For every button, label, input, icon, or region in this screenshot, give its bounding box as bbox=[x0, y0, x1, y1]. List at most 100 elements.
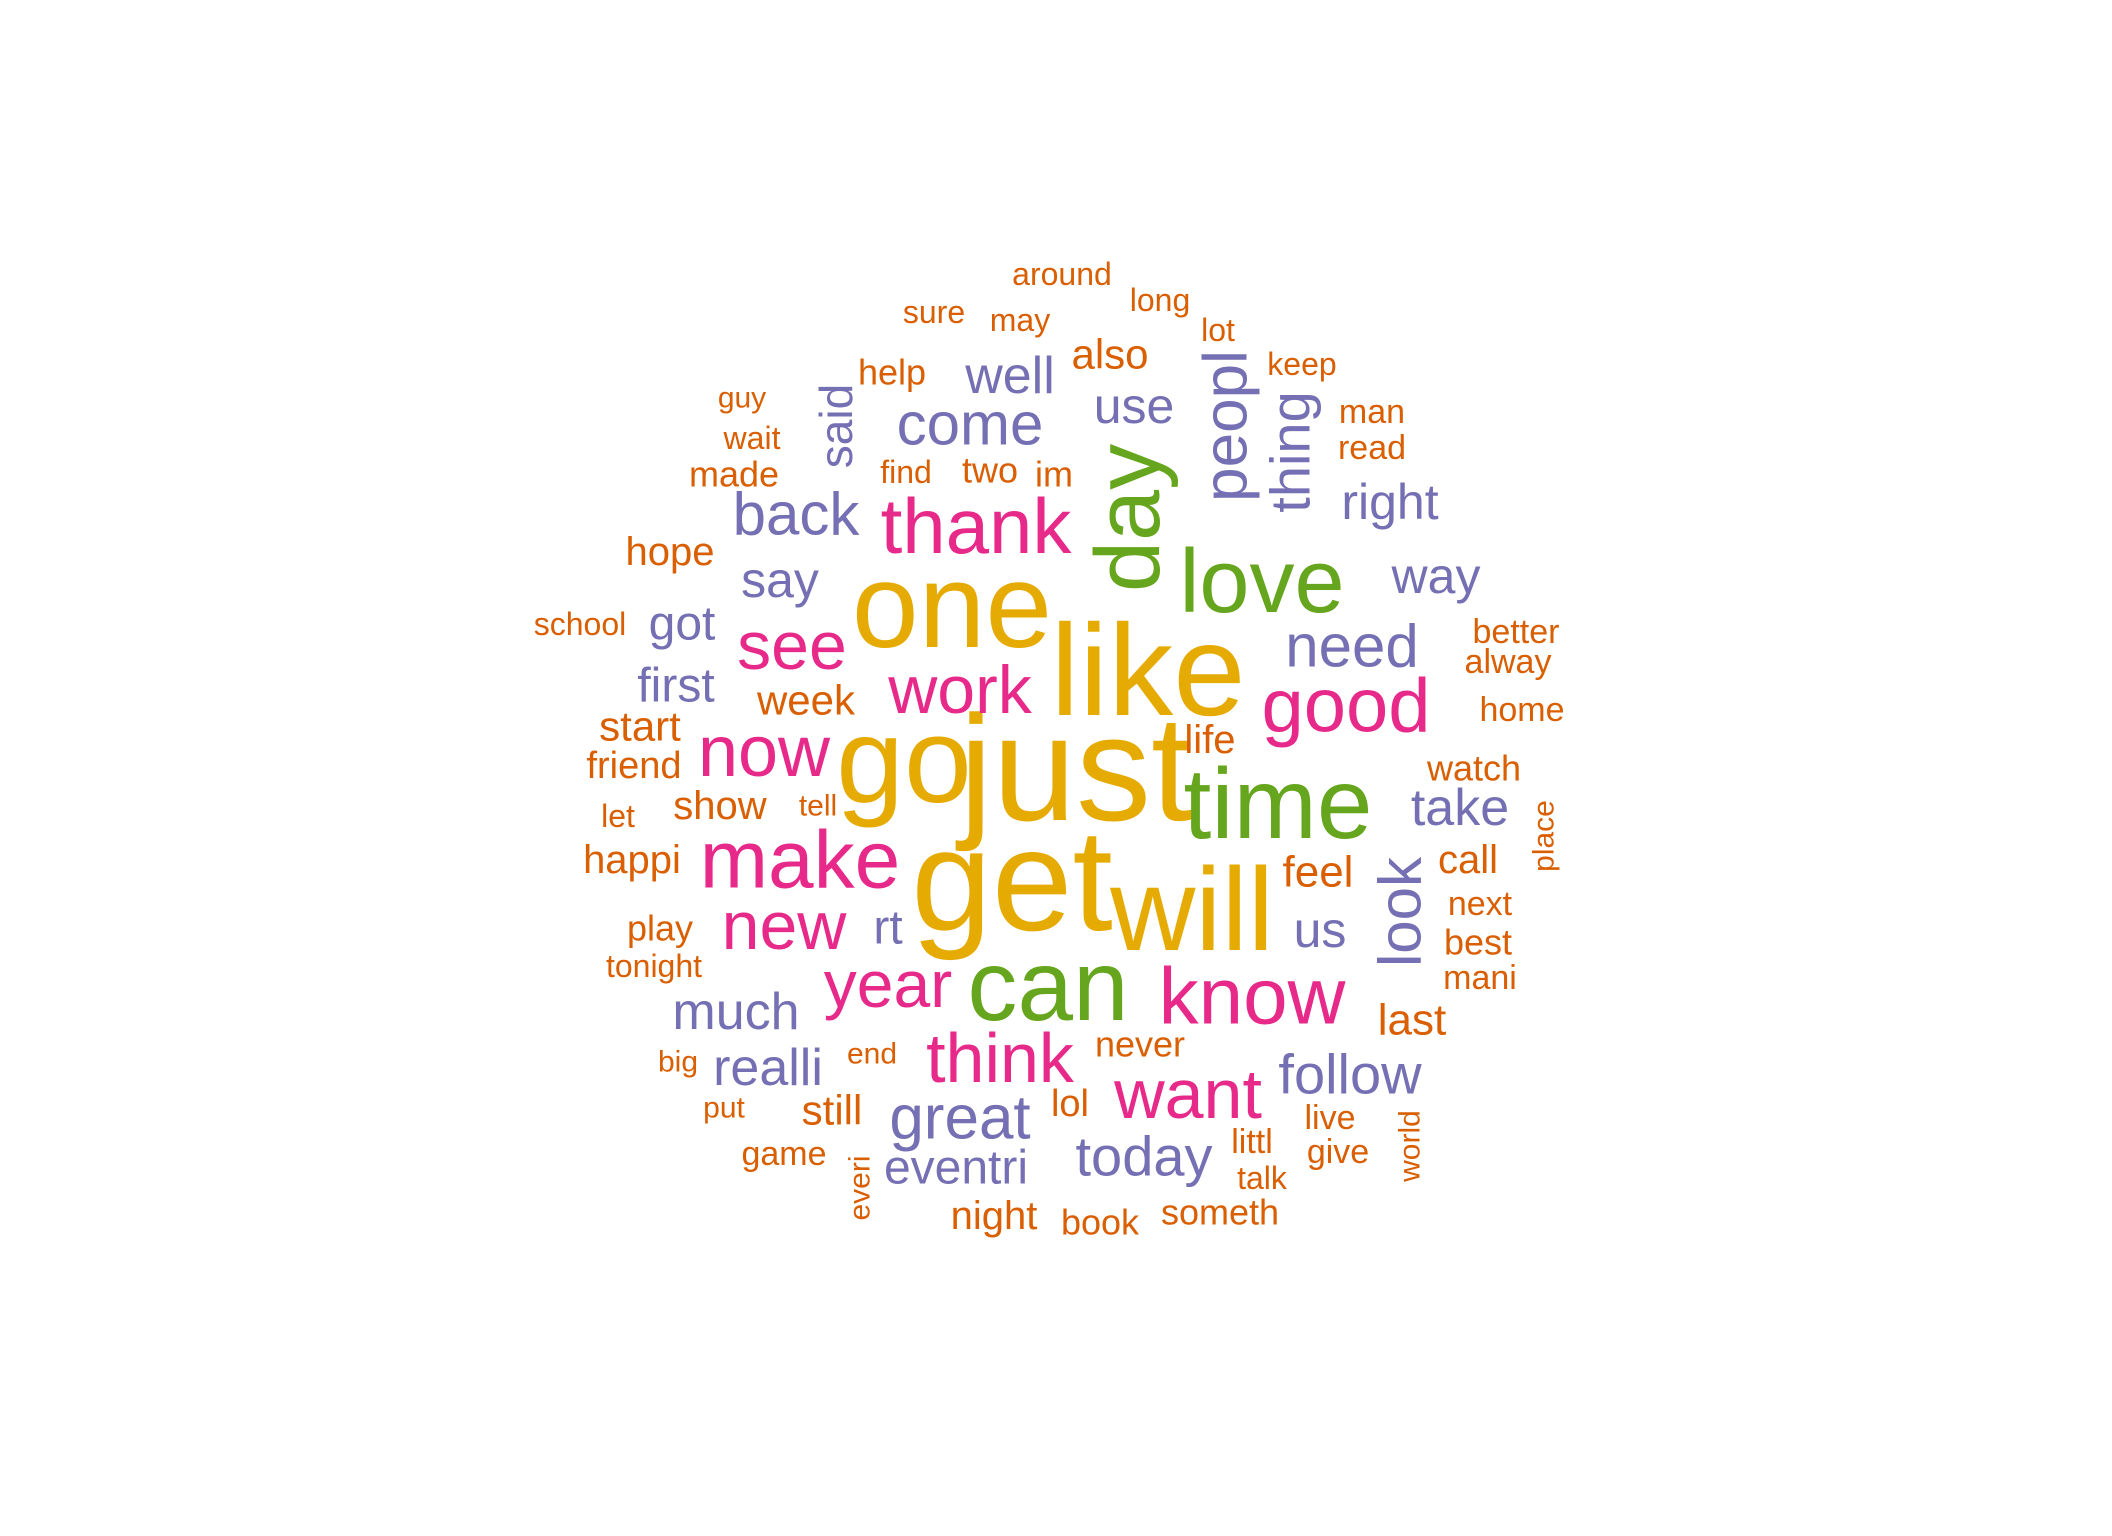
word-good: good bbox=[1261, 664, 1430, 749]
word-rt: rt bbox=[873, 902, 902, 955]
word-thank: thank bbox=[881, 482, 1073, 570]
word-one: one bbox=[852, 539, 1052, 673]
word-now: now bbox=[698, 712, 831, 792]
word-around: around bbox=[1012, 256, 1112, 292]
word-year: year bbox=[824, 947, 952, 1021]
word-can: can bbox=[967, 930, 1128, 1042]
word-want: want bbox=[1113, 1055, 1262, 1133]
word-way: way bbox=[1391, 548, 1481, 604]
word-find: find bbox=[880, 454, 932, 490]
word-read: read bbox=[1338, 429, 1406, 467]
word-right: right bbox=[1341, 474, 1438, 530]
word-follow: follow bbox=[1278, 1043, 1422, 1106]
word-man: man bbox=[1339, 393, 1405, 431]
word-last: last bbox=[1378, 996, 1446, 1045]
word-like: like bbox=[1050, 597, 1245, 743]
word-work: work bbox=[887, 652, 1033, 728]
word-feel: feel bbox=[1283, 848, 1354, 897]
word-life: life bbox=[1184, 718, 1235, 762]
word-book: book bbox=[1061, 1202, 1140, 1243]
word-night: night bbox=[951, 1194, 1038, 1238]
word-make: make bbox=[700, 815, 901, 906]
word-call: call bbox=[1438, 838, 1498, 882]
word-everi: everi bbox=[844, 1155, 877, 1220]
word-lol: lol bbox=[1051, 1083, 1089, 1125]
word-today: today bbox=[1076, 1125, 1213, 1188]
word-eventri: eventri bbox=[884, 1142, 1028, 1195]
word-im: im bbox=[1035, 454, 1073, 495]
word-sure: sure bbox=[903, 294, 965, 330]
word-still: still bbox=[802, 1087, 863, 1134]
word-end: end bbox=[847, 1038, 897, 1071]
word-tonight: tonight bbox=[606, 948, 702, 984]
word-put: put bbox=[703, 1092, 745, 1125]
word-home: home bbox=[1479, 691, 1564, 729]
word-go: go bbox=[836, 692, 972, 828]
word-keep: keep bbox=[1267, 346, 1336, 382]
word-big: big bbox=[658, 1046, 698, 1079]
word-game: game bbox=[741, 1135, 826, 1173]
word-talk: talk bbox=[1237, 1160, 1288, 1196]
word-start: start bbox=[599, 703, 681, 750]
word-come: come bbox=[897, 391, 1044, 458]
word-love: love bbox=[1179, 532, 1344, 632]
word-say: say bbox=[741, 552, 819, 608]
word-play: play bbox=[627, 908, 693, 949]
word-us: us bbox=[1294, 902, 1347, 958]
word-first: first bbox=[637, 660, 714, 713]
word-new: new bbox=[722, 888, 848, 964]
word-get: get bbox=[911, 799, 1113, 961]
word-great: great bbox=[889, 1084, 1030, 1153]
word-show: show bbox=[673, 784, 766, 828]
word-alway: alway bbox=[1465, 643, 1552, 681]
word-back: back bbox=[733, 481, 861, 548]
word-happi: happi bbox=[583, 838, 681, 882]
word-got: got bbox=[649, 598, 716, 651]
word-week: week bbox=[756, 677, 856, 724]
word-thing: thing bbox=[1259, 391, 1322, 512]
word-littl: littl bbox=[1231, 1123, 1273, 1161]
word-someth: someth bbox=[1161, 1192, 1279, 1233]
word-mani: mani bbox=[1443, 959, 1517, 997]
word-give: give bbox=[1307, 1133, 1369, 1171]
word-watch: watch bbox=[1426, 748, 1521, 789]
word-made: made bbox=[689, 454, 779, 495]
word-best: best bbox=[1444, 922, 1512, 963]
word-use: use bbox=[1094, 378, 1175, 434]
word-lot: lot bbox=[1201, 312, 1235, 348]
word-school: school bbox=[534, 606, 627, 642]
word-take: take bbox=[1411, 779, 1509, 837]
word-hope: hope bbox=[626, 530, 715, 574]
word-know: know bbox=[1159, 952, 1346, 1041]
word-think: think bbox=[926, 1019, 1075, 1097]
word-place: place bbox=[1528, 800, 1561, 872]
word-see: see bbox=[737, 608, 847, 684]
word-just: just bbox=[955, 684, 1192, 852]
word-realli: realli bbox=[713, 1039, 823, 1097]
word-tell: tell bbox=[799, 790, 837, 823]
word-friend: friend bbox=[586, 745, 681, 787]
word-guy: guy bbox=[718, 382, 766, 415]
word-long: long bbox=[1130, 282, 1191, 318]
word-need: need bbox=[1285, 613, 1418, 680]
word-time: time bbox=[1184, 748, 1373, 860]
word-live: live bbox=[1304, 1099, 1355, 1137]
word-well: well bbox=[964, 347, 1055, 405]
word-also: also bbox=[1071, 331, 1148, 378]
word-better: better bbox=[1473, 613, 1560, 651]
word-much: much bbox=[672, 983, 799, 1041]
word-let: let bbox=[601, 798, 635, 834]
word-next: next bbox=[1448, 885, 1513, 923]
word-said: said bbox=[810, 384, 862, 468]
word-day: day bbox=[1077, 444, 1179, 592]
word-help: help bbox=[858, 352, 926, 393]
word-peopl: peopl bbox=[1192, 350, 1261, 502]
word-will: will bbox=[1109, 844, 1274, 976]
word-two: two bbox=[962, 450, 1018, 491]
word-never: never bbox=[1095, 1024, 1185, 1065]
word-look: look bbox=[1367, 856, 1434, 967]
word-world: world bbox=[1394, 1110, 1427, 1183]
